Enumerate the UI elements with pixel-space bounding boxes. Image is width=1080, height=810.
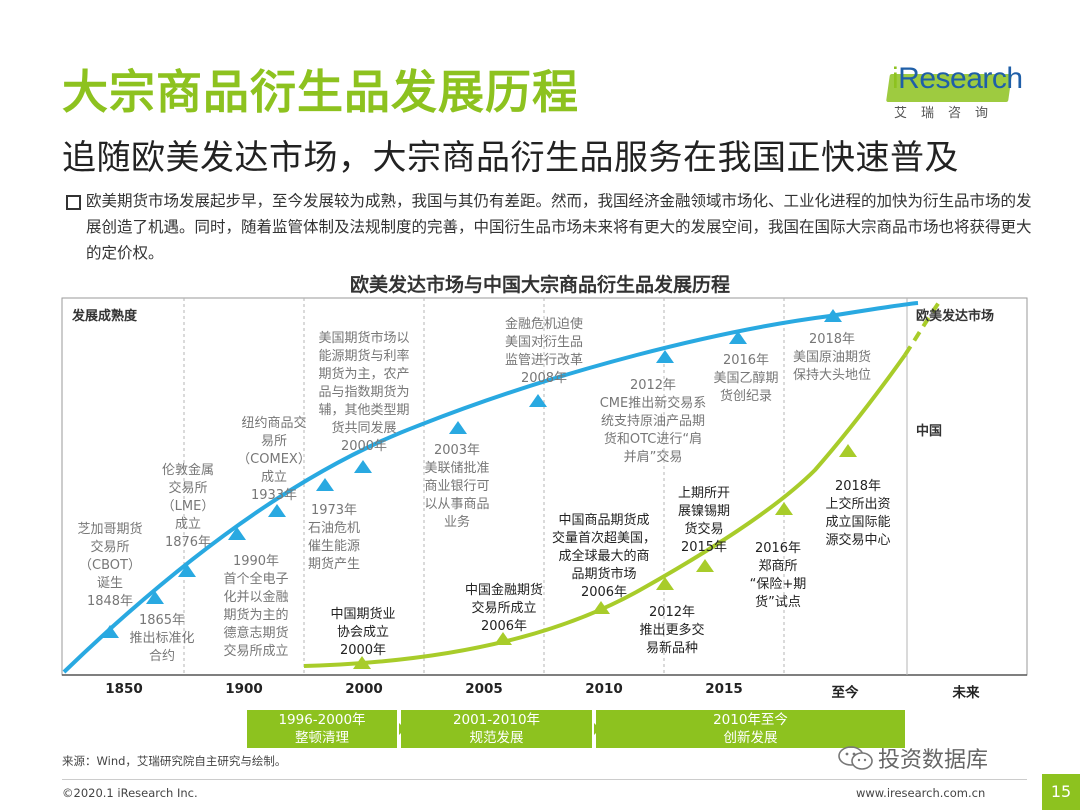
marker-2012w — [656, 350, 674, 363]
china-market-curve — [303, 353, 907, 668]
china-series-label: 中国 — [916, 424, 943, 439]
y-axis-label: 发展成熟度 — [72, 309, 138, 324]
event-2008-crisis-reform: 金融危机迫使 美国对衍生品 监管进行改革 2008年 — [504, 317, 583, 386]
watermark-text: 投资数据库 — [878, 748, 989, 773]
marker-1865 — [146, 591, 164, 604]
event-cn-2016-zce: 2016年 郑商所 “保险+期 货”试点 — [749, 541, 807, 610]
axis-tick-now: 至今 — [831, 685, 859, 701]
phase-rectification: 1996-2000年 整顿清理 — [247, 710, 397, 748]
marker-1933 — [268, 504, 286, 517]
axis-tick-2000: 2000 — [345, 681, 383, 697]
event-cbot-1848: 芝加哥期货 交易所 （CBOT） 诞生 1848年 — [77, 522, 143, 609]
event-2003-fed: 2003年 美联储批准 商业银行可 以从事商品 业务 — [424, 443, 490, 530]
event-cn-2015-shfe: 上期所开 展镍锡期 货交易 2015年 — [677, 486, 730, 555]
marker-2000c — [353, 656, 371, 669]
event-1990-eurex: 1990年 首个全电子 化并以金融 期货为主的 德意志期货 交易所成立 — [223, 554, 289, 659]
china-markers — [353, 444, 857, 669]
event-cn-2018-ine: 2018年 上交所出资 成立国际能 源交易中心 — [825, 479, 891, 548]
footer-divider — [62, 779, 1027, 780]
marker-2006b — [592, 601, 610, 614]
axis-tick-2005: 2005 — [465, 681, 503, 697]
event-cn-2006-cffex: 中国金融期货 交易所成立 2006年 — [464, 583, 543, 634]
event-2016-ethanol: 2016年 美国乙醇期 货创纪录 — [713, 353, 779, 404]
page-title: 大宗商品衍生品发展历程 — [62, 65, 579, 119]
marker-2003 — [449, 421, 467, 434]
axis-tick-1850: 1850 — [105, 681, 143, 697]
iresearch-logo: iResearch 艾瑞咨询 — [886, 60, 1048, 124]
marker-2006a — [494, 632, 512, 645]
event-2012-cme: 2012年 CME推出新交易系 统支持原油产品期 货和OTC进行“肩 并肩”交易 — [599, 378, 707, 465]
phase-regulation: 2001-2010年 规范发展 — [401, 710, 592, 748]
logo-cn: 艾瑞咨询 — [894, 106, 1003, 121]
western-market-curve — [62, 301, 919, 674]
marker-2008 — [529, 394, 547, 407]
bullet-text: 欧美期货市场发展起步早，至今发展较为成熟，我国与其仍有差距。然而，我国经济金融领… — [86, 192, 1032, 262]
event-cn-2012-new-products: 2012年 推出更多交 易新品种 — [639, 605, 705, 656]
marker-1876 — [178, 564, 196, 577]
marker-1848 — [101, 625, 119, 638]
western-series-label: 欧美发达市场 — [916, 309, 995, 324]
page-subtitle: 追随欧美发达市场，大宗商品衍生品服务在我国正快速普及 — [62, 138, 959, 178]
era-dividers — [183, 298, 908, 675]
event-cn-2006-largest: 中国商品期货成 交量首次超美国， 成全球最大的商 品期货市场 2006年 — [551, 513, 656, 600]
marker-2016w — [729, 331, 747, 344]
marker-2018w — [824, 309, 842, 322]
marker-2012c — [656, 577, 674, 590]
event-1865-standard-contract: 1865年 推出标准化 合约 — [129, 613, 195, 664]
event-lme-1876: 伦敦金属 交易所 （LME） 成立 1876年 — [161, 463, 215, 550]
marker-2016c — [775, 502, 793, 515]
event-2000-us-futures: 美国期货市场以 能源期货与利率 期货为主，农产 品与指数期货为 辅，其他类型期 货共同发展… — [318, 331, 410, 454]
axis-tick-future: 未来 — [952, 685, 980, 701]
logo-brand: iResearch — [892, 62, 1023, 95]
phase-innovation: 2010年至今 创新发展 — [596, 710, 905, 748]
marker-1973 — [316, 478, 334, 491]
source-note: 来源：Wind，艾瑞研究院自主研究与绘制。 — [62, 754, 287, 768]
website-link[interactable]: www.iresearch.com.cn — [856, 786, 986, 800]
page-number: 15 — [1042, 774, 1080, 810]
copyright: ©2020.1 iResearch Inc. — [62, 786, 198, 800]
diagram-title: 欧美发达市场与中国大宗商品衍生品发展历程 — [349, 274, 730, 296]
axis-tick-2010: 2010 — [585, 681, 623, 697]
axis-tick-1900: 1900 — [225, 681, 263, 697]
bullet-square-icon — [66, 195, 81, 210]
event-1973-oil-crisis: 1973年 石油危机 催生能源 期货产生 — [307, 503, 360, 572]
marker-2018c — [839, 444, 857, 457]
china-future-dashed — [903, 296, 944, 357]
event-comex-1933: 纽约商品交 易所 （COMEX） 成立 1933年 — [237, 416, 311, 503]
event-cn-2000-cfa: 中国期货业 协会成立 2000年 — [330, 607, 396, 658]
axis-tick-2015: 2015 — [705, 681, 743, 697]
western-markers — [101, 309, 842, 638]
wechat-icon — [838, 746, 873, 770]
marker-2015c — [696, 559, 714, 572]
marker-2000w — [354, 460, 372, 473]
marker-1890s — [228, 527, 246, 540]
event-2018-crude-oil: 2018年 美国原油期货 保持大头地位 — [792, 332, 871, 383]
